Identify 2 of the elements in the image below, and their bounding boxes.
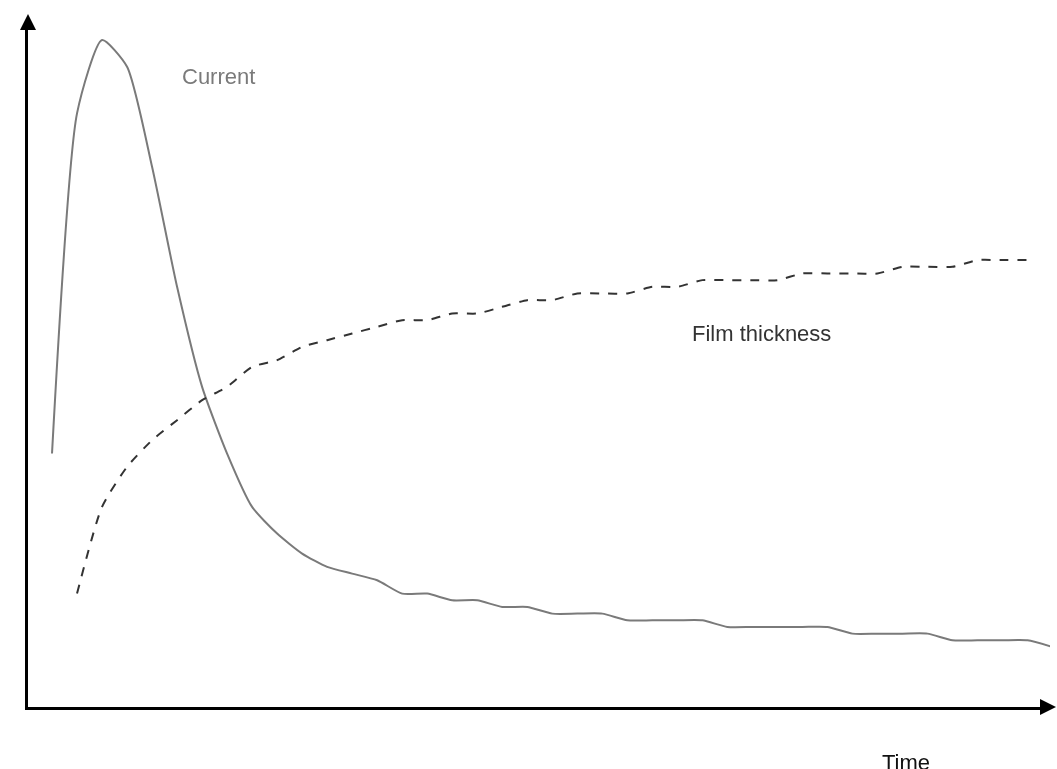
text: Current (182, 64, 256, 89)
series-label: Film thickness (692, 321, 832, 346)
